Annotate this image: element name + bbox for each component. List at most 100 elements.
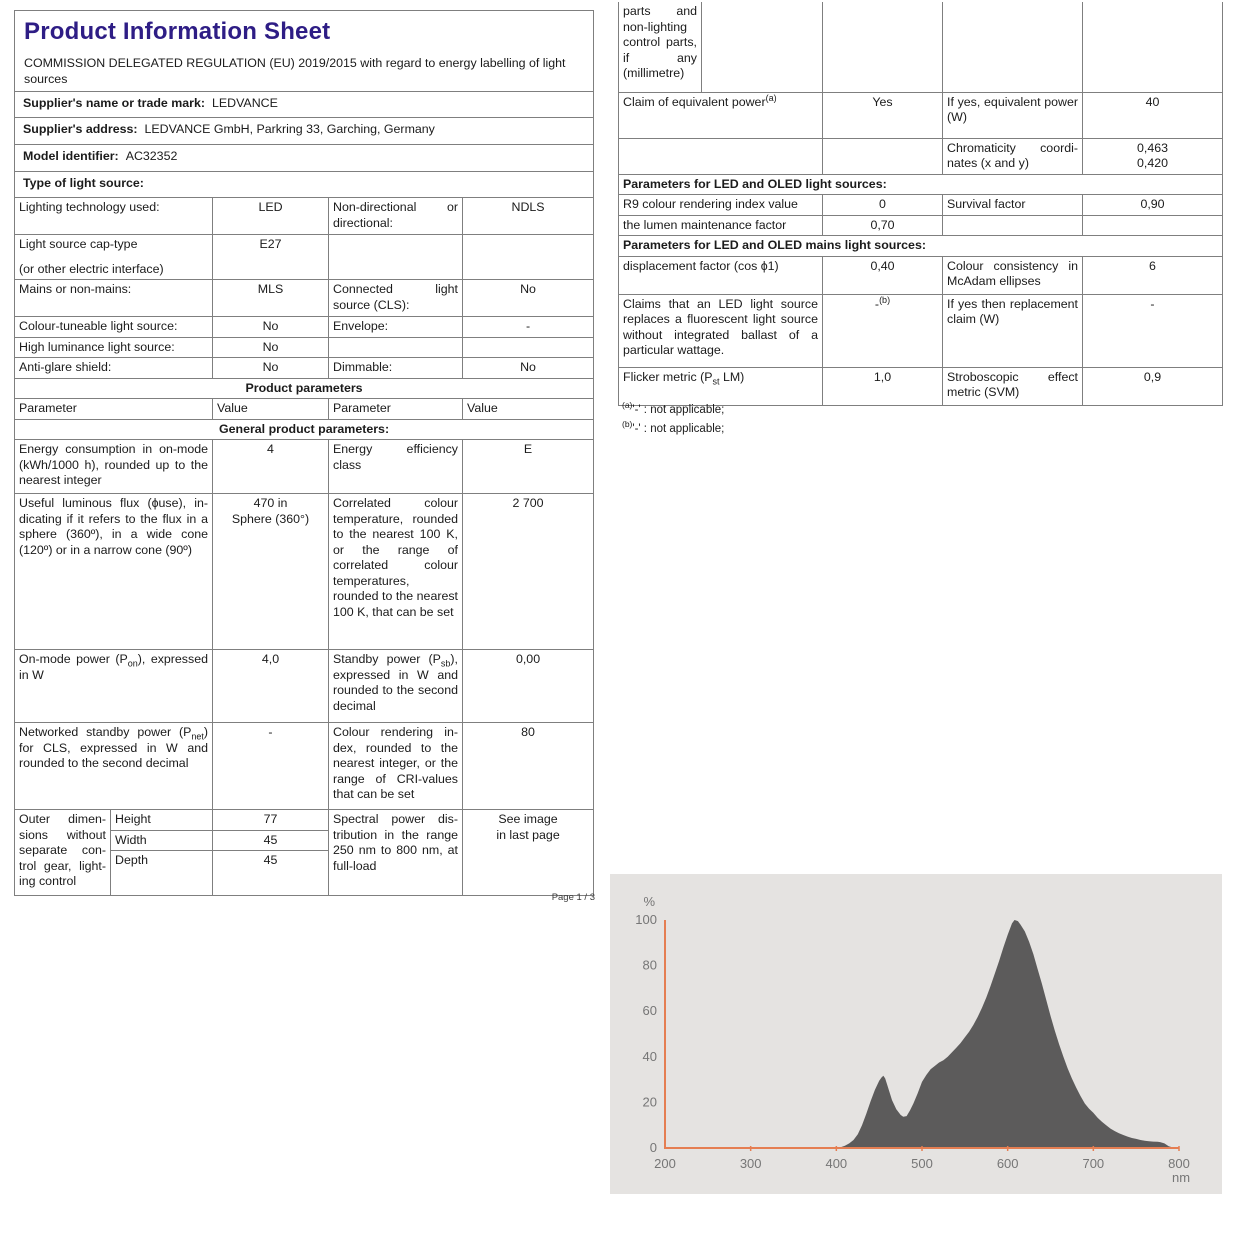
param-value: - [212,722,329,810]
param-value: No [461,279,595,317]
table-row: Energy consumption in on-mode (kWh/1000 … [14,439,595,494]
svg-text:500: 500 [911,1156,933,1171]
outer-dimensions-label: Outer dimen­sions without separate con­t… [14,809,111,896]
param-label [942,214,1083,236]
param-value: 1,0 [822,366,943,406]
param-value: E [461,439,595,494]
led-oled-heading: Parameters for LED and OLED light source… [618,173,1223,195]
title-row: Product Information Sheet COMMISSION DEL… [13,10,595,92]
column-header: Value [461,398,595,420]
param-label: (or other electric interface) [19,261,164,276]
param-label [328,336,463,358]
dimension-name: Depth [110,850,213,896]
param-value [461,234,595,280]
param-value: - [461,316,595,338]
param-label: Envelope: [328,316,463,338]
param-value: 0,40 [822,255,943,295]
section-heading-row: Product parameters [13,377,595,399]
svg-text:200: 200 [654,1156,676,1171]
regulation-text: COMMISSION DELEGATED REGULATION (EU) 201… [24,56,566,86]
param-value: 0,70 [822,214,943,236]
footnote-a: (a)'-' : not applicable; [622,400,725,416]
dimension-value: 77 [212,809,329,831]
param-value: 2 700 [461,493,595,650]
outer-dimensions-row: Depth 45 [15,850,594,896]
product-information-table: Product Information Sheet COMMISSION DEL… [13,10,595,896]
param-value: See image in last page [461,809,595,896]
model-identifier-label: Model identifier: [23,149,119,163]
param-value: 0,9 [1082,366,1223,406]
param-label: Energy consumption in on-mode (kWh/1000 … [14,439,213,494]
spectral-power-distribution-chart: 200 300 400 500 600 700 800 0 20 40 60 80 100% nm [610,874,1222,1194]
svg-text:80: 80 [643,958,657,973]
table-row: Anti-glare shield: No Dimmable: No [14,357,595,379]
param-label: Connected light source (CLS): [328,279,463,317]
table-row: Flicker metric (Pst LM) 1,0 Stroboscopic… [618,366,1223,406]
section-heading-row: General product parameters: [13,418,595,440]
param-value: MLS [212,279,329,317]
table-row: the lumen maintenance factor 0,70 [618,214,1223,236]
param-value: 470 in Sphere (360°) [212,493,329,650]
param-label: R9 colour rendering index value [618,194,823,216]
column-header: Value [212,398,329,420]
param-value: 0,00 [461,649,595,723]
param-value: No [212,336,329,358]
outer-dimensions-row: Outer dimen­sions without separate con­t… [14,809,595,896]
general-parameters-heading: General product parameters: [13,418,595,440]
svg-text:40: 40 [643,1049,657,1064]
param-value: 0 [822,194,943,216]
table-row: Light source cap-type (or other electric… [14,234,595,280]
param-value: 4,0 [212,649,329,723]
param-label: Non-directional or directional: [328,197,463,235]
table-row: On-mode power (Pon), expressed in W 4,0 … [14,649,595,723]
type-of-light-source-heading: Type of light source: [13,171,595,198]
supplier-address-row: Supplier's address: LEDVANCE GmbH, Parkri… [13,117,595,145]
param-value: - [874,296,880,311]
supplier-address-label: Supplier's address: [23,122,138,136]
svg-text:nm: nm [1172,1170,1190,1185]
table-row: Colour-tuneable light source: No Envelop… [14,316,595,338]
footnote-b: (b)'-' : not applicable; [622,419,725,435]
dimension-value: 45 [212,829,329,851]
page-number: Page 1 / 3 [551,892,595,903]
svg-text:400: 400 [825,1156,847,1171]
param-label: Survival factor [942,194,1083,216]
param-value: Yes [822,91,943,139]
param-value: LED [212,197,329,235]
param-label: On-mode power (P [19,652,128,666]
param-label: Claims that an LED light source replaces… [618,293,823,368]
table-row: Lighting technology used: LED Non-direct… [14,197,595,235]
param-value [461,336,595,358]
svg-text:%: % [643,894,655,909]
dimension-value: 45 [212,850,329,896]
param-value: 40 [1082,91,1223,139]
continuation-row: parts and non-lighting con­trol parts, i… [618,2,1223,93]
outer-dimensions-label-continued: parts and non-lighting con­trol parts, i… [618,2,702,93]
section-heading-row: Parameters for LED and OLED light source… [618,173,1223,195]
table-row: High luminance light source: No [14,336,595,358]
param-label: Useful luminous flux (ϕuse), in­dicating… [14,493,213,650]
param-label: Flicker metric (P [623,369,713,384]
svg-text:300: 300 [740,1156,762,1171]
param-value: 0,463 0,420 [1082,137,1223,175]
param-label: displacement factor (cos ϕ1) [618,255,823,295]
param-value: 80 [461,722,595,810]
svg-text:800: 800 [1168,1156,1190,1171]
table-row: Claims that an LED light source replaces… [618,293,1223,368]
supplier-name-value: LEDVANCE [211,96,278,110]
param-label: Claim of equivalent power [623,94,766,109]
table-row: R9 colour rendering index value 0 Surviv… [618,194,1223,216]
param-label: Standby power (P [333,652,441,666]
svg-text:100: 100 [635,912,657,927]
product-parameters-heading: Product parameters [13,377,595,399]
param-label: Chromaticity coordi­nates (x and y) [942,137,1083,175]
svg-text:20: 20 [643,1094,657,1109]
supplier-name-label: Supplier's name or trade mark: [23,96,205,110]
param-label: Dimmable: [328,357,463,379]
model-identifier-row: Model identifier: AC32352 [13,144,595,172]
param-label: Correlated colour temperature, rounded t… [328,493,463,650]
param-label: the lumen maintenance factor [618,214,823,236]
param-label: Anti-glare shield: [14,357,213,379]
param-value: 6 [1082,255,1223,295]
column-header: Parameter [14,398,213,420]
